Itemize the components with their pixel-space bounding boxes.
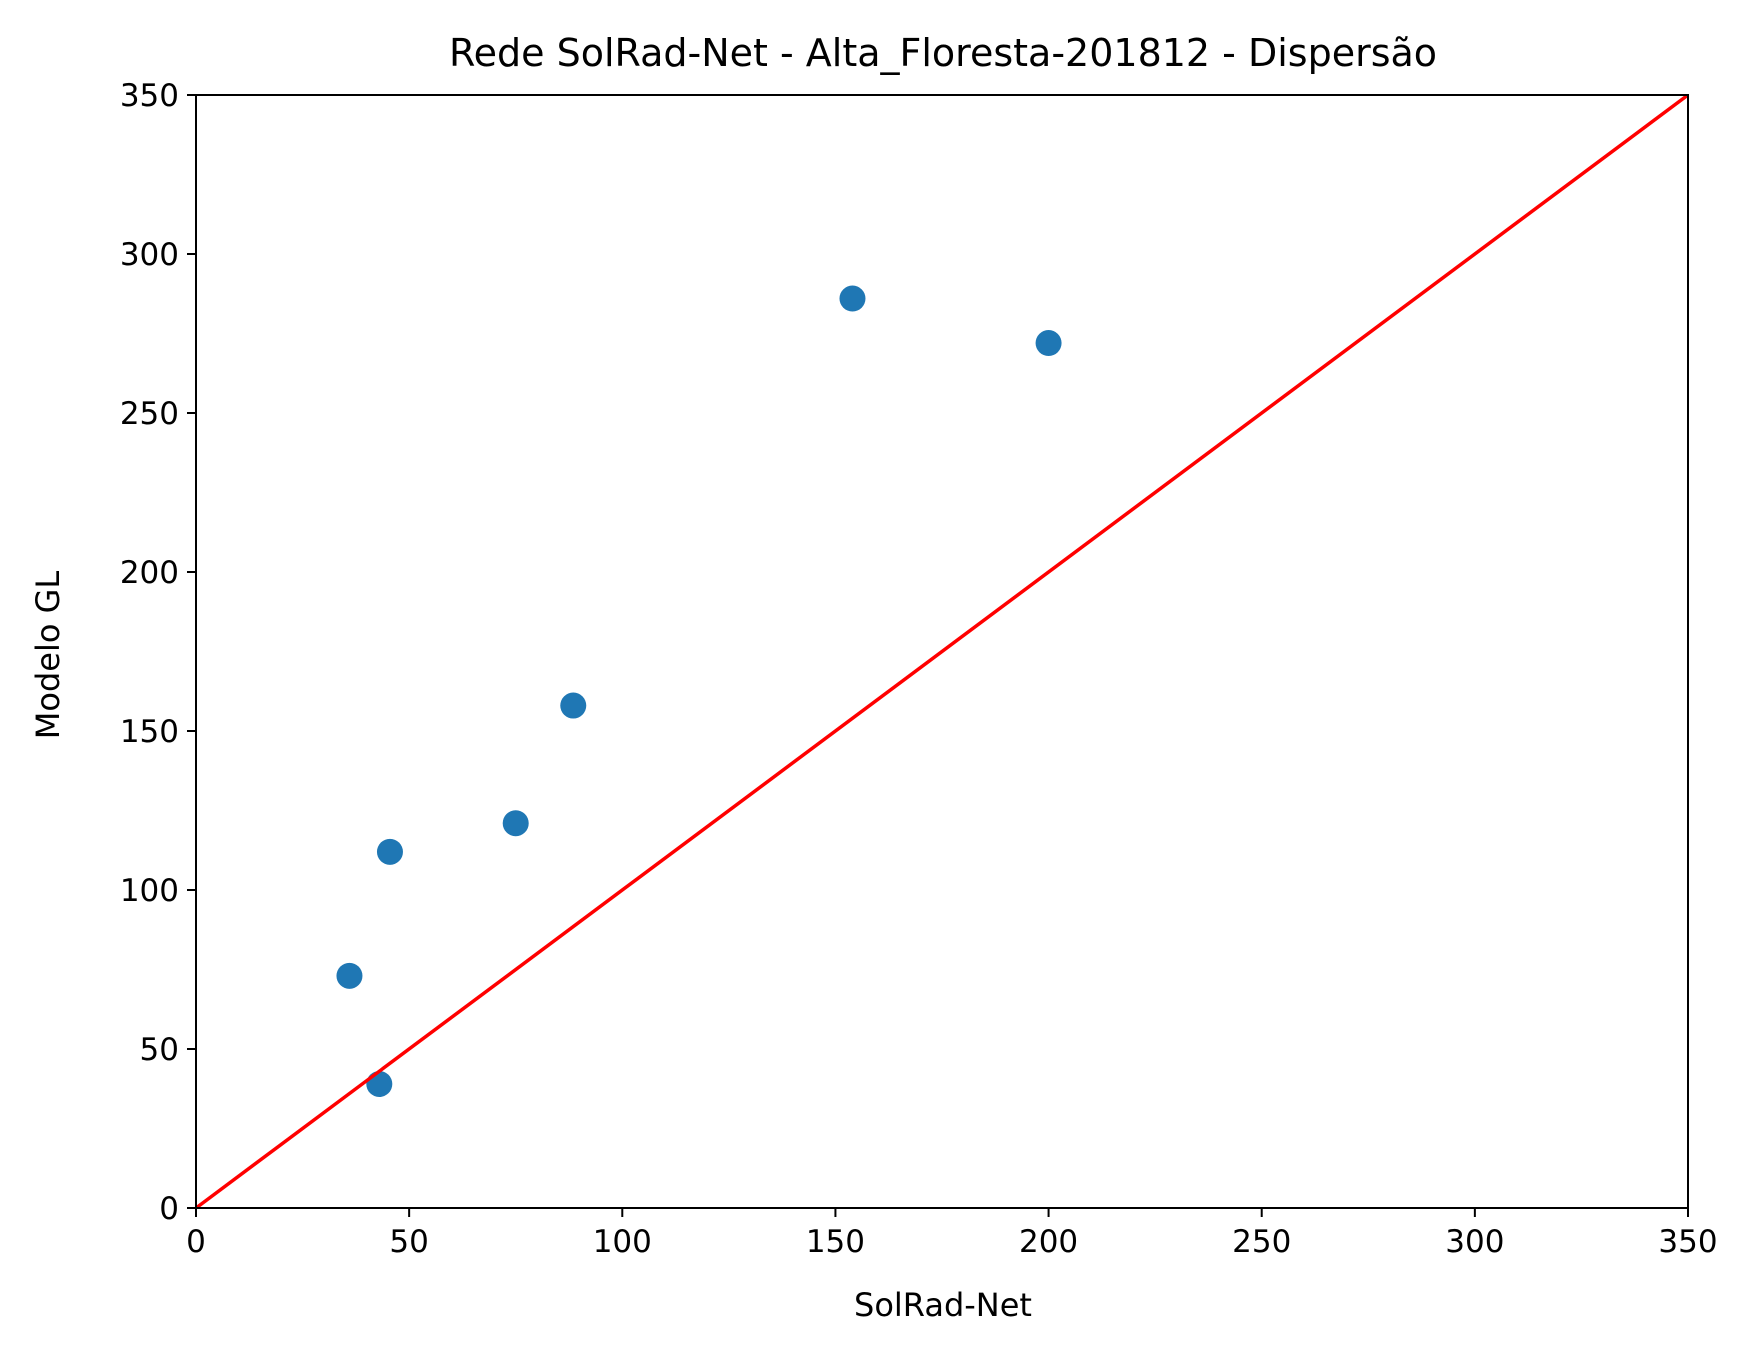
data-point (336, 962, 363, 989)
x-tick-label: 100 (593, 1224, 652, 1260)
y-tick-label: 350 (120, 78, 179, 114)
y-tick-label: 300 (120, 237, 179, 273)
data-point (502, 810, 529, 837)
x-tick-label: 0 (186, 1224, 206, 1260)
plot-area (196, 95, 1688, 1208)
y-tick-label: 200 (120, 555, 179, 591)
y-tick-label: 100 (120, 873, 179, 909)
data-point (376, 838, 403, 865)
y-tick-label: 150 (120, 714, 179, 750)
y-axis-label: Modelo GL (29, 571, 67, 740)
x-tick-label: 200 (1019, 1224, 1078, 1260)
x-axis-label: SolRad-Net (854, 1286, 1032, 1324)
data-point (1035, 330, 1062, 357)
y-tick-label: 50 (140, 1032, 179, 1068)
axes: 0 50 100 150 200 250 300 350 0 50 100 150 200 250 300 3… (120, 78, 1718, 1260)
data-point (839, 285, 866, 312)
x-tick-label: 150 (806, 1224, 865, 1260)
x-tick-label: 50 (389, 1224, 428, 1260)
data-point (366, 1070, 393, 1097)
y-tick-label: 0 (159, 1191, 179, 1227)
chart-title: Rede SolRad-Net - Alta_Floresta-201812 -… (449, 31, 1437, 75)
y-tick-label: 250 (120, 396, 179, 432)
identity-line (196, 95, 1688, 1208)
data-point (560, 692, 587, 719)
x-tick-label: 350 (1658, 1224, 1717, 1260)
x-tick-label: 250 (1232, 1224, 1291, 1260)
x-tick-label: 300 (1445, 1224, 1504, 1260)
plot-frame (195, 94, 1689, 1209)
